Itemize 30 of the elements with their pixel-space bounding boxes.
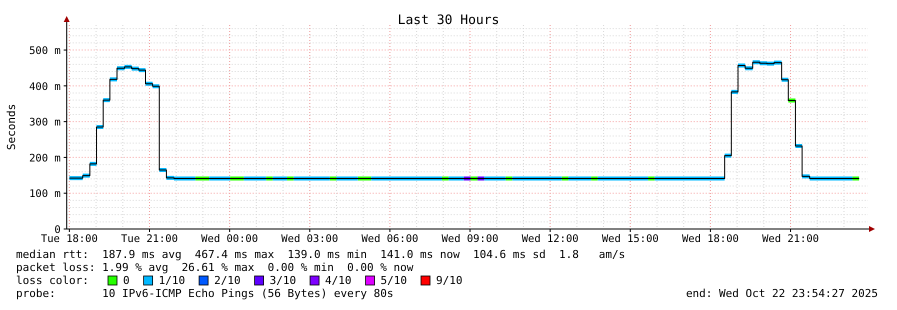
x-tick-label: Wed 12:00 [522,233,579,245]
x-tick-label: Wed 15:00 [602,233,659,245]
x-tick-label: Wed 09:00 [442,233,498,245]
x-tick-label: Tue 21:00 [121,233,178,245]
legend-title: loss color: [16,274,89,287]
y-tick-label: 300 m [29,116,61,129]
y-axis-title: Seconds [5,104,18,150]
y-tick-label: 200 m [29,152,61,164]
legend-label: 5/10 [380,274,408,287]
x-tick-label: Wed 21:00 [762,233,819,245]
legend-label: 2/10 [214,274,241,287]
text: median rtt: 187.9 ms avg 467.4 ms max 139.0 ms min 141.0 ms now 104.6 ms sd 1.8 am/s [16,248,626,261]
text: packet loss: 1.99 % avg 26.61 % max 0.00 % min 0.00 % now [16,261,414,274]
x-tick-label: Tue 18:00 [40,233,98,245]
text: probe: 10 IPv6-ICMP Echo Pings (56 Bytes) every 80s [16,287,394,300]
y-tick-label: 400 m [29,80,61,93]
x-tick-label: Wed 06:00 [361,233,418,245]
y-tick-label: 0 [54,224,61,236]
x-tick-label: Wed 03:00 [281,233,338,245]
legend-label: 3/10 [270,274,296,287]
y-tick-label: 100 m [29,188,61,200]
legend-label: 9/10 [436,274,463,287]
text: end: Wed Oct 22 23:54:27 2025 [686,287,878,300]
y-tick-label: 500 m [29,45,61,58]
x-tick-label: Wed 00:00 [201,233,258,245]
legend-label: 0 [123,274,130,287]
chart-title: Last 30 Hours [398,13,500,28]
x-tick-label: Wed 18:00 [682,233,739,245]
legend-label: 4/10 [325,274,352,287]
legend-label: 1/10 [158,274,186,287]
